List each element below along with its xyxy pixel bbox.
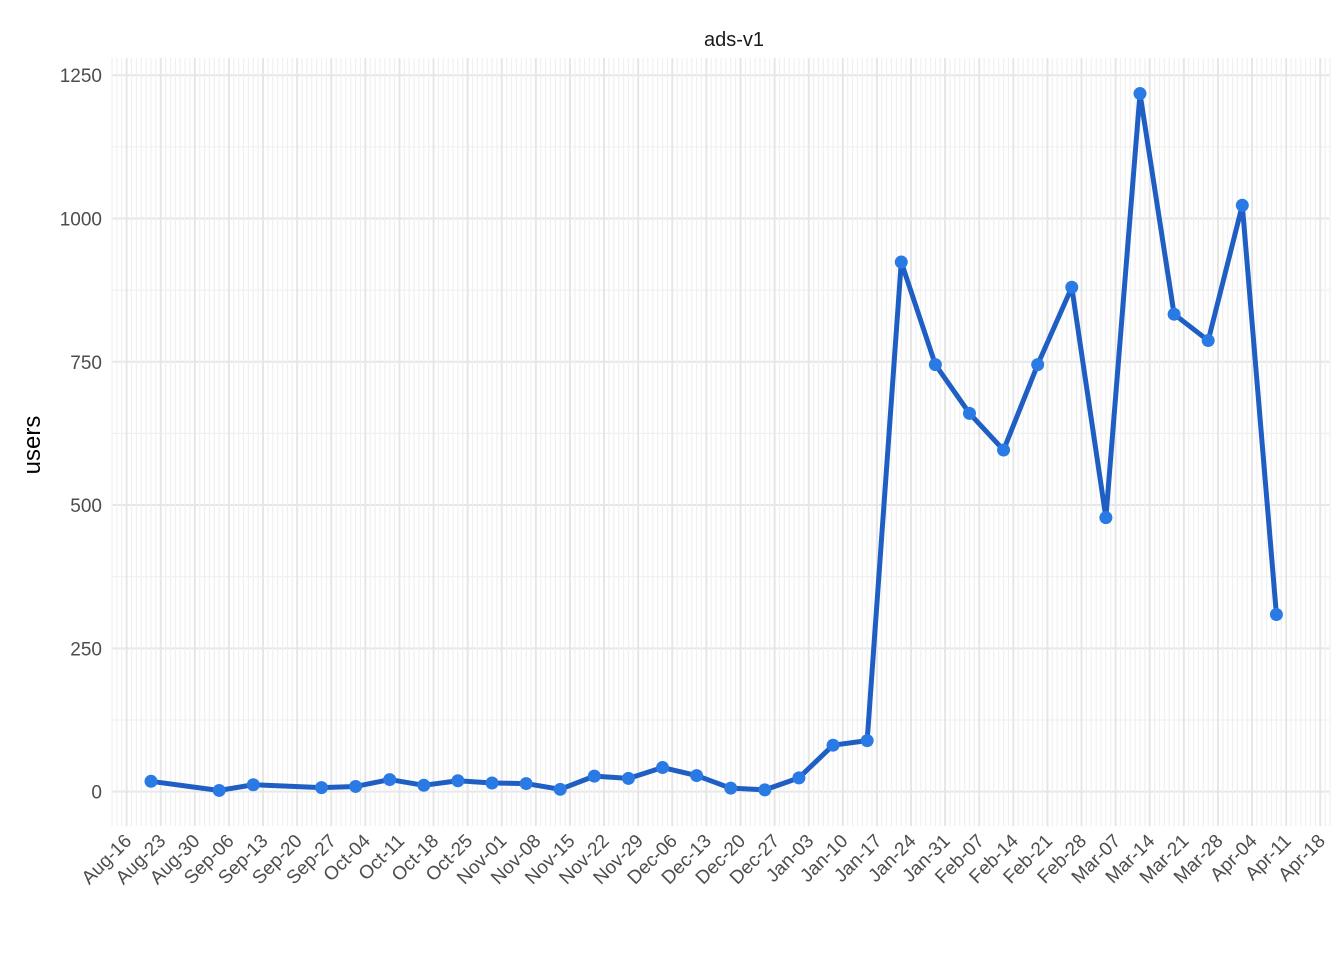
data-point (314, 781, 328, 795)
data-point (1099, 511, 1113, 525)
data-point (792, 771, 806, 785)
data-point (860, 734, 874, 748)
data-point (519, 777, 533, 791)
data-point (349, 779, 363, 793)
data-point (1031, 358, 1045, 372)
data-point (587, 769, 601, 783)
data-point (894, 255, 908, 269)
data-point (1065, 280, 1079, 294)
y-axis-ticks: 0 250 500 750 1000 1250 (60, 66, 102, 803)
data-point (144, 774, 158, 788)
y-tick-label: 0 (91, 783, 102, 804)
data-point (656, 761, 670, 775)
data-point (1201, 334, 1215, 348)
data-point (1167, 307, 1181, 321)
y-tick-label: 250 (70, 639, 102, 660)
y-axis-title: users (19, 416, 46, 475)
data-point (451, 774, 465, 788)
series-line (148, 91, 1279, 793)
y-tick-label: 500 (70, 496, 102, 517)
grid (111, 58, 1331, 826)
data-point (246, 778, 260, 792)
data-point (553, 782, 567, 796)
data-point (928, 358, 942, 372)
data-point (621, 771, 635, 785)
series-users (144, 87, 1283, 797)
data-point (758, 783, 772, 797)
data-point (1269, 608, 1283, 622)
x-axis-ticks: Aug-16Aug-23Aug-30Sep-06Sep-13Sep-20Sep-… (78, 830, 1330, 888)
data-point (962, 406, 976, 420)
y-tick-label: 1000 (60, 209, 102, 230)
data-point (690, 769, 704, 783)
data-point (485, 776, 499, 790)
data-point (997, 443, 1011, 457)
data-point (826, 738, 840, 752)
data-point (1235, 198, 1249, 212)
data-point (212, 783, 226, 797)
y-tick-label: 1250 (60, 66, 102, 87)
data-point (1133, 87, 1147, 101)
data-point (724, 781, 738, 795)
y-tick-label: 750 (70, 353, 102, 374)
chart-title: ads-v1 (704, 29, 764, 51)
data-point (383, 773, 397, 787)
data-point (417, 778, 431, 792)
